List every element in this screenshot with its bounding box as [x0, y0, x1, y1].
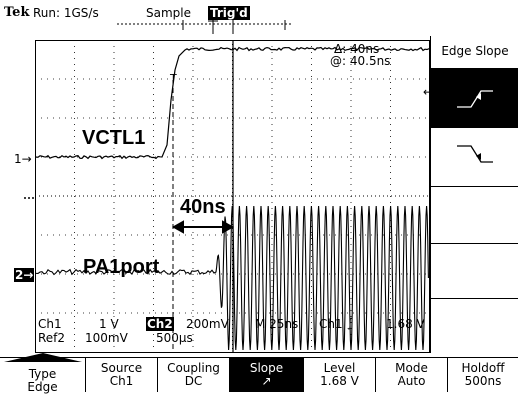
source-button[interactable]: Source Ch1 [86, 358, 158, 392]
status-bar: Tek Run: 1GS/s Sample Trig'd [0, 0, 518, 34]
ch1-label: Ch1 [38, 317, 62, 331]
mode-button[interactable]: Mode Auto [376, 358, 448, 392]
waveform-display[interactable]: T [35, 40, 430, 353]
cursor-delta-readout: Δ: 40ns [334, 42, 380, 56]
ch1-scale: 1 V [99, 317, 119, 331]
side-menu: Edge Slope [430, 36, 518, 353]
selected-menu-indicator-icon [4, 353, 82, 362]
rising-edge-icon [457, 90, 493, 108]
trigger-source-readout: Ch1 [319, 317, 343, 331]
record-position-indicator [117, 20, 291, 34]
ch2-trace [35, 205, 429, 351]
ch2-badge: Ch2 [146, 317, 174, 331]
slope-button[interactable]: Slope ↗ [230, 358, 304, 392]
side-menu-empty-1[interactable] [431, 187, 518, 244]
run-status: Run: 1GS/s [33, 6, 99, 20]
coupling-button[interactable]: Coupling DC [158, 358, 230, 392]
pa1port-label: PA1port [83, 256, 160, 278]
holdoff-button[interactable]: Holdoff 500ns [461, 361, 505, 388]
side-menu-empty-2[interactable] [431, 244, 518, 299]
slope-value-icon: ↗ [261, 374, 272, 388]
bottom-menu: Type Edge Source Ch1 Coupling DC Slope ↗… [0, 353, 518, 394]
side-menu-empty-3[interactable] [431, 299, 518, 353]
level-button[interactable]: Level 1.68 V [304, 358, 376, 392]
ref2-scale: 100mV [85, 331, 128, 345]
cursor-position-readout: @: 40.5ns [330, 54, 391, 68]
side-menu-title: Edge Slope [431, 36, 518, 69]
ground-marker [24, 197, 34, 199]
delay-label: 40ns [180, 196, 226, 218]
ch2-level-marker: 2→ [14, 268, 35, 282]
trigger-level-arrow: ← [423, 85, 434, 99]
trigger-slope-icon: ∫ [347, 316, 354, 330]
ref2-time: 500µs [156, 331, 193, 345]
falling-edge-icon [457, 145, 493, 163]
acquisition-mode: Sample [146, 6, 191, 20]
trigger-level-readout: 1.68 V [386, 317, 425, 331]
trigger-point-marker: T [169, 72, 177, 85]
vctl1-label: VCTL1 [82, 127, 146, 149]
ch1-level-marker: 1→ [14, 152, 32, 166]
ch2-scale: 200mV [186, 317, 229, 331]
type-button[interactable]: Type Edge [0, 353, 86, 394]
brand-logo: Tek [4, 5, 30, 20]
timebase-readout: M 25ns [255, 317, 299, 331]
rising-slope-option[interactable] [431, 69, 518, 128]
ch1-trace [35, 46, 430, 160]
falling-slope-option[interactable] [431, 128, 518, 187]
ref2-label: Ref2 [38, 331, 66, 345]
delay-arrow [171, 220, 235, 234]
trigger-status-badge: Trig'd [208, 6, 250, 20]
